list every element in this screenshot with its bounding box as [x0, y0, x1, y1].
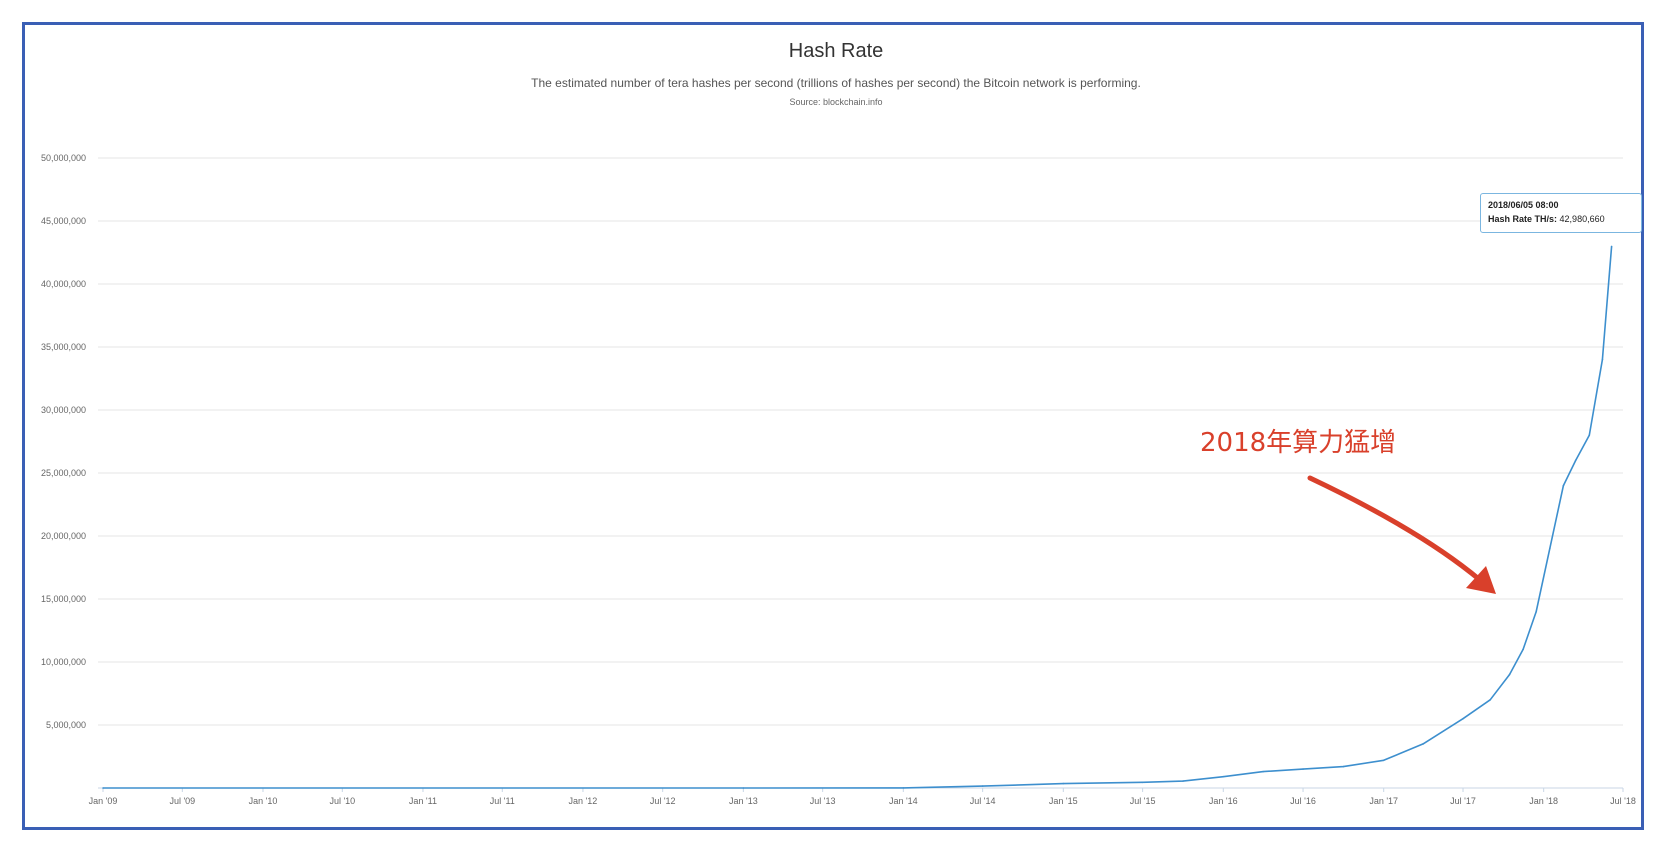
- data-point: [1062, 782, 1065, 785]
- data-point: [742, 787, 745, 789]
- hover-tooltip: 2018/06/05 08:00 Hash Rate TH/s: 42,980,…: [1480, 193, 1642, 233]
- series-line: [103, 246, 1613, 789]
- x-tick-label: Jan '09: [89, 796, 118, 806]
- data-point: [1610, 245, 1613, 248]
- data-point: [1535, 610, 1538, 613]
- chart-frame: [22, 22, 1644, 830]
- x-tick-label: Jan '12: [569, 796, 598, 806]
- x-tick-label: Jul '12: [650, 796, 676, 806]
- x-tick-label: Jan '11: [409, 796, 437, 806]
- x-tick-label: Jan '16: [1209, 796, 1238, 806]
- data-point: [1588, 434, 1591, 437]
- tooltip-label: Hash Rate TH/s:: [1488, 214, 1558, 224]
- x-tick-label: Jul '14: [970, 796, 996, 806]
- y-tick-label: 45,000,000: [41, 216, 86, 226]
- x-tick-label: Jul '13: [810, 796, 836, 806]
- y-tick-label: 25,000,000: [41, 468, 86, 478]
- tooltip-date: 2018/06/05 08:00: [1488, 200, 1559, 210]
- x-tick-label: Jul '16: [1290, 796, 1316, 806]
- tooltip-value: 42,980,660: [1559, 214, 1605, 224]
- y-axis-ticks: 5,000,000 10,000,000 15,000,000 20,000,000 2…: [41, 153, 86, 730]
- x-tick-label: Jul '11: [490, 796, 515, 806]
- gridlines: [98, 157, 1623, 789]
- x-tick-label: Jul '18: [1610, 796, 1636, 806]
- annotation-arrow-head: [1466, 566, 1496, 594]
- data-point: [1489, 699, 1491, 701]
- data-point: [981, 785, 984, 787]
- data-point: [1182, 780, 1184, 782]
- data-point: [1522, 648, 1524, 651]
- x-tick-label: Jul '17: [1450, 796, 1476, 806]
- x-tick-label: Jan '15: [1049, 796, 1078, 806]
- y-tick-label: 50,000,000: [41, 153, 86, 163]
- y-tick-label: 40,000,000: [41, 279, 86, 289]
- annotation-arrow: [1307, 475, 1496, 594]
- x-tick-label: Jul '10: [329, 796, 355, 806]
- x-tick-label: Jan '14: [889, 796, 918, 806]
- y-tick-label: 15,000,000: [41, 594, 86, 604]
- data-point: [1574, 459, 1577, 462]
- data-point: [1462, 717, 1464, 720]
- y-tick-label: 20,000,000: [41, 531, 86, 541]
- data-point: [1549, 547, 1551, 550]
- x-tick-label: Jan '13: [729, 796, 758, 806]
- annotation-text: 2018年算力猛增: [1200, 428, 1397, 458]
- data-point: [1562, 484, 1565, 487]
- y-tick-label: 35,000,000: [41, 342, 86, 352]
- data-point: [1422, 743, 1424, 745]
- chart-title: Hash Rate: [788, 40, 884, 62]
- y-tick-label: 30,000,000: [41, 405, 86, 415]
- x-tick-label: Jan '17: [1369, 796, 1398, 806]
- series-layer: [102, 245, 1613, 789]
- chart-source: Source: blockchain.info: [789, 97, 883, 107]
- x-tick-label: Jan '18: [1529, 796, 1558, 806]
- data-point: [1262, 770, 1264, 773]
- y-tick-label: 10,000,000: [41, 657, 86, 667]
- x-tick-label: Jul '09: [169, 796, 195, 806]
- data-point: [1508, 673, 1511, 676]
- data-point: [1302, 768, 1304, 770]
- data-point: [102, 787, 104, 789]
- data-point: [1382, 759, 1385, 762]
- x-tick-label: Jul '15: [1130, 796, 1156, 806]
- annotation-arrow-shaft: [1307, 475, 1483, 583]
- x-tick-label: Jan '10: [249, 796, 278, 806]
- data-point: [902, 787, 905, 789]
- y-tick-label: 5,000,000: [46, 720, 86, 730]
- data-point: [1601, 358, 1604, 361]
- data-point: [1222, 775, 1225, 778]
- x-axis-ticks: Jan '09 Jul '09 Jan '10 Jul '10 Jan '11 Jul '…: [89, 788, 1636, 806]
- data-point: [1342, 765, 1345, 768]
- chart-subtitle: The estimated number of tera hashes per …: [531, 76, 1141, 90]
- data-point: [1141, 781, 1144, 784]
